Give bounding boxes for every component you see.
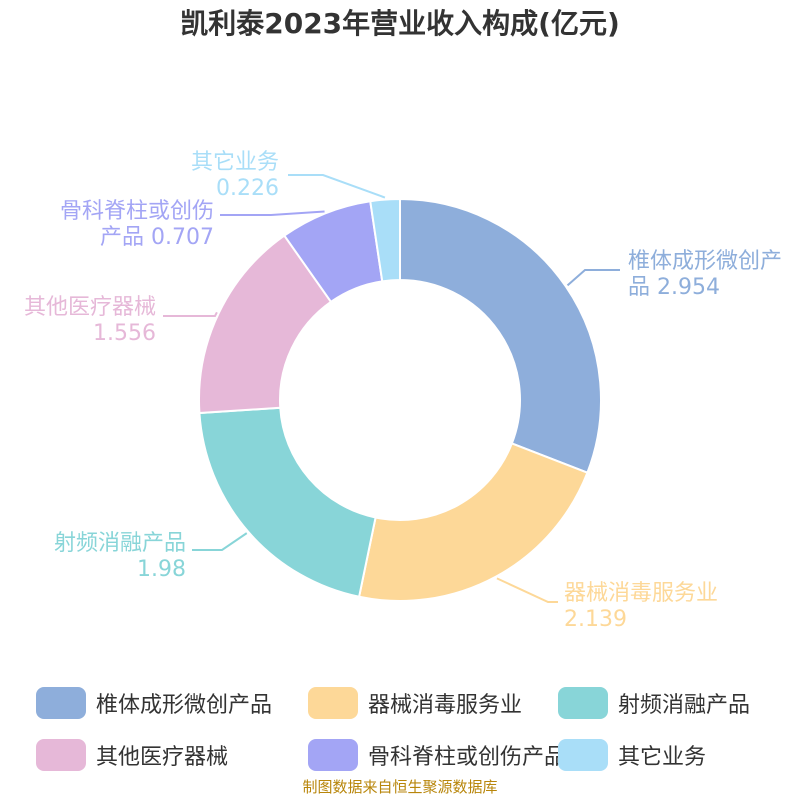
legend-swatch — [36, 739, 86, 771]
donut-slice — [198, 406, 377, 598]
leader-line — [220, 210, 325, 216]
legend-label: 其他医疗器械 — [96, 745, 229, 770]
chart-title: 凯利泰2023年营业收入构成(亿元) — [180, 7, 620, 40]
slice-label: 骨科脊柱或创伤 — [60, 199, 214, 224]
donut-slice — [369, 197, 401, 283]
legend-item[interactable]: 其它业务 — [558, 738, 776, 772]
donut-slice — [399, 197, 602, 475]
legend-swatch — [36, 687, 86, 719]
slice-label: 器械消毒服务业 — [564, 581, 718, 606]
legend-item[interactable]: 其他医疗器械 — [36, 738, 308, 772]
slice-label: 产品 0.707 — [100, 225, 214, 250]
slice-label: 0.226 — [216, 176, 279, 201]
source-note: 制图数据来自恒生聚源数据库 — [302, 778, 498, 796]
slice-label: 1.556 — [93, 321, 156, 346]
slice-label: 1.98 — [137, 557, 186, 582]
slice-label: 其他医疗器械 — [24, 295, 156, 320]
legend-label: 器械消毒服务业 — [368, 693, 523, 718]
legend-item[interactable]: 器械消毒服务业 — [308, 686, 558, 720]
legend-label: 其它业务 — [618, 745, 707, 770]
legend-swatch — [558, 739, 608, 771]
slice-label: 2.139 — [564, 607, 627, 632]
legend-label: 椎体成形微创产品 — [96, 693, 273, 718]
slice-label: 其它业务 — [191, 150, 279, 175]
legend-swatch — [558, 687, 608, 719]
legend-label: 射频消融产品 — [618, 693, 751, 718]
leader-line — [496, 577, 558, 603]
slice-label: 品 2.954 — [628, 275, 720, 300]
leader-line — [288, 174, 386, 199]
leader-line — [192, 532, 248, 551]
donut-slice — [357, 442, 589, 602]
slice-label: 椎体成形微创产 — [628, 249, 782, 274]
leader-line — [163, 311, 218, 317]
legend-item[interactable]: 椎体成形微创产品 — [36, 686, 308, 720]
slice-label: 射频消融产品 — [54, 531, 186, 556]
legend-swatch — [308, 687, 358, 719]
leader-line — [566, 269, 620, 287]
chart-legend: 椎体成形微创产品 器械消毒服务业 射频消融产品其他医疗器械 骨科脊柱或创伤产品 其它业务 — [36, 686, 776, 772]
legend-item[interactable]: 骨科脊柱或创伤产品 — [308, 738, 566, 772]
legend-item[interactable]: 射频消融产品 — [558, 686, 776, 720]
legend-swatch — [308, 739, 358, 771]
legend-label: 骨科脊柱或创伤产品 — [368, 745, 567, 770]
